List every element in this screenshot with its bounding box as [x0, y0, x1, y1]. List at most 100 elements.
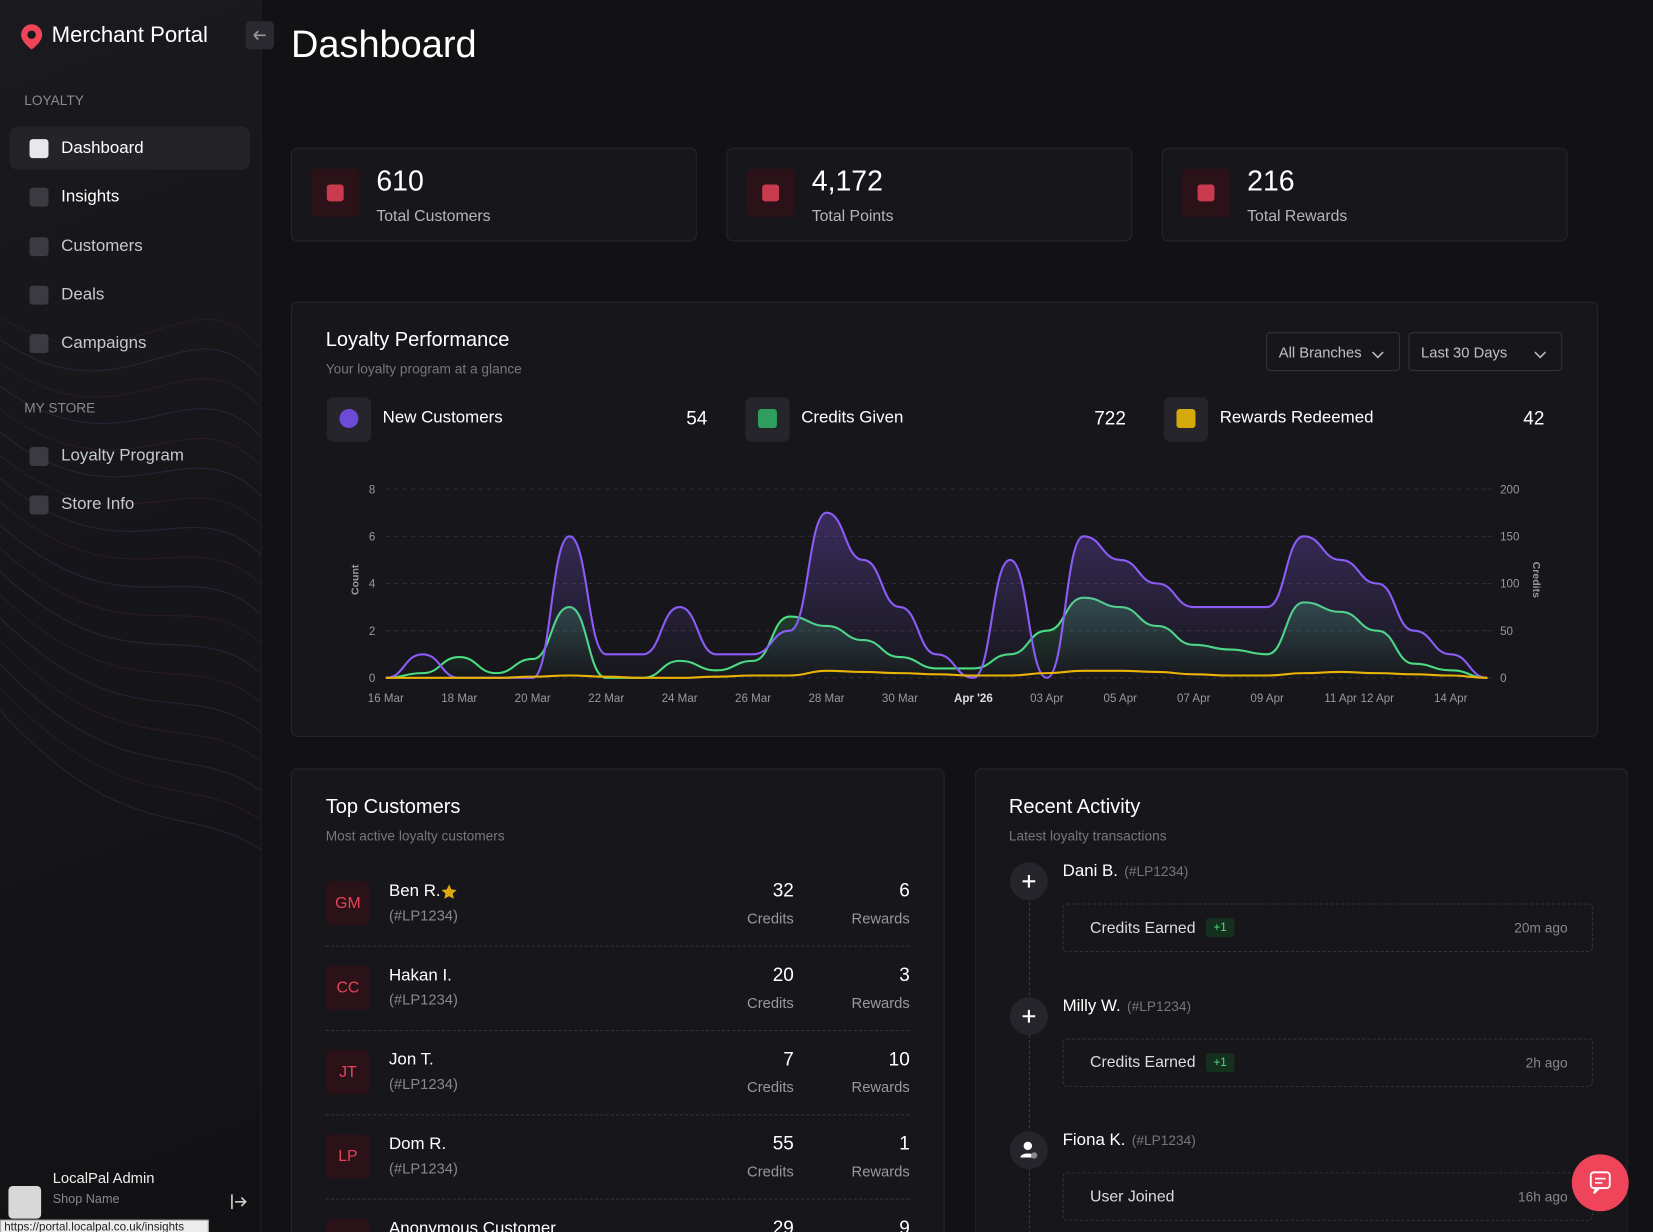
chevron-svg — [1372, 351, 1384, 359]
nav-label: Store Info — [61, 494, 135, 513]
filter-label: Last 30 Days — [1421, 343, 1508, 361]
customer-avatar: GM — [325, 881, 371, 926]
logout-button[interactable] — [229, 1192, 248, 1211]
x-tick-label: 09 Apr — [1250, 693, 1284, 705]
nav-label: Customers — [61, 236, 143, 255]
activity-box: Credits Earned +1 2h ago — [1062, 1037, 1593, 1087]
chevron — [1372, 347, 1385, 359]
customer-id: (#LP1234) — [388, 906, 458, 924]
credits-label: Credits — [747, 994, 794, 1011]
chat-icon — [1589, 1171, 1611, 1195]
filter-dropdown[interactable]: Last 30 Days — [1408, 332, 1563, 372]
credits-value: 32 — [772, 879, 794, 901]
metric-icon-glyph — [1176, 409, 1196, 429]
person-icon — [1020, 1141, 1038, 1159]
activity-header: Fiona K. (#LP1234) — [1063, 1131, 1196, 1150]
activity-id: (#LP1234) — [1124, 863, 1189, 880]
x-tick-label: 28 Mar — [808, 693, 844, 705]
activity-header: Dani B. (#LP1234) — [1063, 862, 1189, 881]
rewards-label: Rewards — [851, 1162, 910, 1180]
y-tick-label: 6 — [369, 532, 375, 544]
logout-button-svg — [231, 1194, 247, 1210]
customer-avatar: LP — [325, 1134, 371, 1179]
metric-icon-glyph — [339, 409, 359, 429]
nav-label: Insights — [61, 187, 120, 206]
collapse-button[interactable] — [245, 21, 275, 50]
stat-value: 4,172 — [811, 164, 883, 197]
activity-event-row: Credits Earned +1 — [1090, 1052, 1235, 1072]
nav-icon — [29, 139, 49, 159]
nav-item[interactable] — [9, 126, 250, 170]
activity-box: Credits Earned +1 20m ago — [1062, 903, 1593, 952]
customer-name: Anonymous Customer — [388, 1219, 556, 1232]
filter-label: All Branches — [1278, 343, 1362, 361]
activity-name: Fiona K. — [1062, 1131, 1126, 1150]
activity-id: (#LP1234) — [1131, 1132, 1196, 1149]
metric-label: New Customers — [382, 409, 503, 427]
stat-value: 610 — [376, 164, 424, 197]
customer-id: (#LP1234) — [388, 1075, 458, 1093]
y-tick-label: 0 — [369, 673, 375, 685]
activity-time: 16h ago — [1518, 1188, 1568, 1205]
metric-value: 42 — [1523, 407, 1545, 429]
x-tick-label: 12 Apr — [1361, 693, 1395, 705]
x-tick-label: Apr '26 — [954, 693, 993, 705]
chevron-svg — [1534, 351, 1547, 359]
status-url: https://portal.localpal.co.uk/insights — [4, 1220, 185, 1232]
chat-button[interactable] — [1571, 1154, 1629, 1212]
rewards-value: 1 — [899, 1132, 910, 1154]
stat-label: Total Customers — [376, 207, 491, 226]
credits-value: 29 — [772, 1217, 794, 1232]
y2-tick-label: 150 — [1500, 532, 1519, 544]
sidebar-decor-svg — [0, 315, 261, 851]
activity-id: (#LP1234) — [1127, 997, 1192, 1014]
performance-card: Loyalty Performance Your loyalty program … — [290, 301, 1599, 737]
metric-value: 722 — [1094, 407, 1126, 429]
metric-label: Rewards Redeemed — [1219, 409, 1374, 427]
x-tick-label: 14 Apr — [1434, 693, 1468, 705]
chart: 0 2 4 6 8 0 50 100 150 200 Count Credits 16 Mar 18 Ma… — [349, 484, 1542, 705]
vip-star — [441, 883, 458, 900]
nav-label: Campaigns — [61, 334, 147, 353]
customer-initials: CC — [336, 978, 360, 997]
credits-label: Credits — [747, 909, 794, 927]
shop-name: Shop Name — [52, 1191, 120, 1207]
x-tick-label: 24 Mar — [662, 693, 698, 705]
activity-name: Dani B. — [1062, 862, 1118, 881]
status-bar: https://portal.localpal.co.uk/insights — [0, 1219, 209, 1232]
activity-time: 2h ago — [1525, 1054, 1568, 1071]
x-tick-label: 05 Apr — [1104, 693, 1138, 705]
brand-logo-svg — [21, 24, 43, 50]
y2-tick-label: 50 — [1500, 626, 1513, 638]
x-tick-label: 20 Mar — [515, 693, 551, 705]
rewards-value: 3 — [899, 964, 910, 986]
user-avatar — [8, 1185, 42, 1219]
collapse-button-svg — [245, 21, 275, 50]
rewards-value: 6 — [899, 879, 910, 901]
row-divider — [325, 1198, 910, 1200]
customer-name: Dom R. — [388, 1135, 447, 1154]
customer-avatar: CC — [325, 965, 371, 1010]
card-title: Loyalty Performance — [325, 328, 510, 352]
brand-logo — [20, 23, 43, 50]
credits-value: 7 — [783, 1048, 794, 1070]
y2-tick-label: 0 — [1500, 673, 1506, 685]
customer-name: Hakan I. — [388, 966, 452, 985]
nav-icon — [29, 334, 49, 354]
customer-name: Ben R. — [388, 882, 441, 901]
card-subtitle: Your loyalty program at a glance — [325, 361, 522, 377]
x-tick-label: 18 Mar — [441, 693, 477, 705]
activity-event: Credits Earned — [1090, 1053, 1196, 1072]
x-tick-label: 03 Apr — [1030, 693, 1064, 705]
y2-tick-label: 100 — [1500, 579, 1519, 591]
nav-icon — [29, 446, 49, 466]
series-line — [385, 669, 1488, 679]
customer-name: Jon T. — [388, 1051, 434, 1069]
nav-icon — [29, 285, 49, 305]
nav-label: Loyalty Program — [61, 446, 184, 465]
filter-dropdown[interactable]: All Branches — [1266, 332, 1400, 372]
customer-initials: GM — [335, 894, 361, 913]
rewards-label: Rewards — [851, 909, 910, 927]
y2-axis-label: Credits — [1530, 562, 1542, 598]
row-divider — [325, 1029, 910, 1032]
